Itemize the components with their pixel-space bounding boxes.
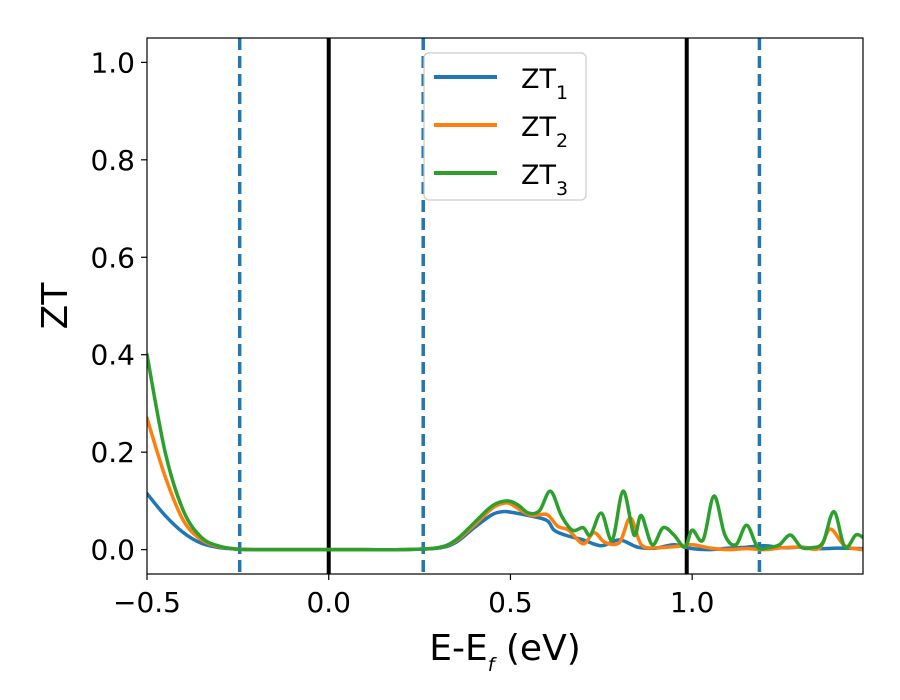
x-tick-label: 0.5 <box>488 586 533 619</box>
x-tick-label: 0.0 <box>306 586 351 619</box>
legend: ZT1 ZT2 ZT3 <box>423 52 587 201</box>
x-axis-ticks: −0.5 0.0 0.5 1.0 <box>113 574 714 619</box>
y-axis-label: ZT <box>35 282 76 330</box>
y-tick-label: 0.6 <box>90 241 135 274</box>
y-tick-label: 0.0 <box>90 534 135 567</box>
series-lines <box>147 352 863 552</box>
x-tick-label: −0.5 <box>113 586 181 619</box>
series-line-zt3 <box>147 352 863 552</box>
vertical-reference-lines <box>237 38 762 574</box>
y-axis-ticks: 0.0 0.2 0.4 0.6 0.8 1.0 <box>90 46 147 567</box>
legend-box <box>423 52 587 201</box>
legend-label-zt2: ZT2 <box>521 112 568 152</box>
series-line-zt2 <box>147 416 863 552</box>
y-tick-label: 0.2 <box>90 436 135 469</box>
legend-label-zt3: ZT3 <box>521 160 568 200</box>
legend-label-zt1: ZT1 <box>521 64 568 104</box>
y-tick-label: 0.8 <box>90 144 135 177</box>
plot-frame <box>146 37 864 575</box>
y-tick-label: 1.0 <box>90 46 135 79</box>
x-tick-label: 1.0 <box>670 586 715 619</box>
y-tick-label: 0.4 <box>90 339 135 372</box>
x-axis-label: E-Ef (eV) <box>429 628 581 676</box>
